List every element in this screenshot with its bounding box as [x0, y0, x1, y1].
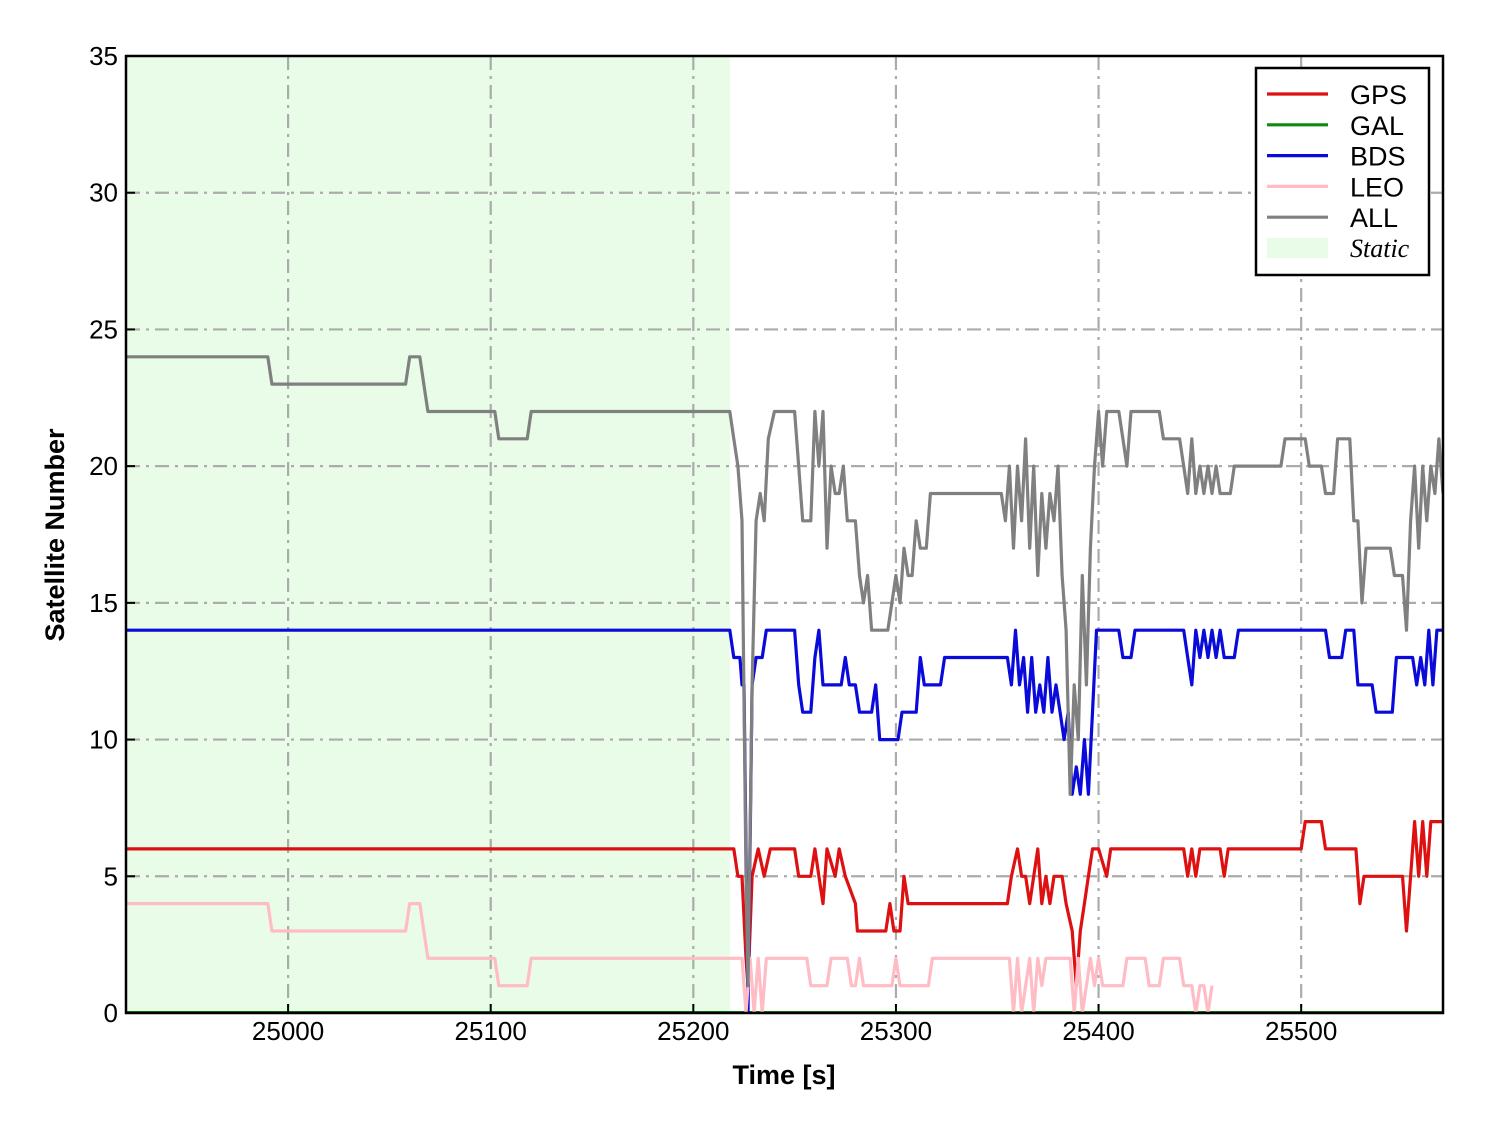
- legend-label-gal: GAL: [1350, 111, 1404, 141]
- series-line-gps: [126, 819, 1443, 988]
- y-tick-label: 35: [89, 41, 118, 71]
- legend-label-all: ALL: [1350, 203, 1398, 233]
- y-tick-label: 5: [104, 861, 118, 891]
- legend-label-gps: GPS: [1350, 80, 1407, 110]
- x-tick-label: 25300: [860, 1016, 932, 1046]
- y-tick-label: 10: [89, 725, 118, 755]
- legend-swatch-static: [1267, 238, 1328, 258]
- x-tick-label: 25400: [1062, 1016, 1134, 1046]
- legend-label-static: Static: [1350, 234, 1410, 263]
- legend-label-leo: LEO: [1350, 172, 1404, 202]
- y-tick-label: 30: [89, 178, 118, 208]
- series-line-bds: [126, 628, 1443, 1013]
- y-tick-label: 15: [89, 588, 118, 618]
- x-tick-label: 25100: [455, 1016, 527, 1046]
- axis-ticks: 25000 25100 25200 25300 25400 25500 0 5 10 15 20 25…: [89, 41, 1337, 1046]
- x-tick-label: 25200: [657, 1016, 729, 1046]
- y-tick-label: 20: [89, 451, 118, 481]
- y-tick-label: 0: [104, 998, 118, 1028]
- series-lines: [126, 355, 1443, 1013]
- x-axis-title: Time [s]: [732, 1060, 835, 1090]
- static-shaded-region: [126, 56, 730, 1013]
- x-tick-label: 25000: [252, 1016, 324, 1046]
- grid: [126, 56, 1443, 1013]
- series-line-all: [126, 355, 1443, 988]
- plot-frame: [124, 54, 1445, 1015]
- series-line-leo: [126, 901, 1214, 1013]
- y-axis-title: Satellite Number: [40, 428, 70, 642]
- x-tick-label: 25500: [1265, 1016, 1337, 1046]
- y-tick-label: 25: [89, 314, 118, 344]
- legend-label-bds: BDS: [1350, 142, 1406, 172]
